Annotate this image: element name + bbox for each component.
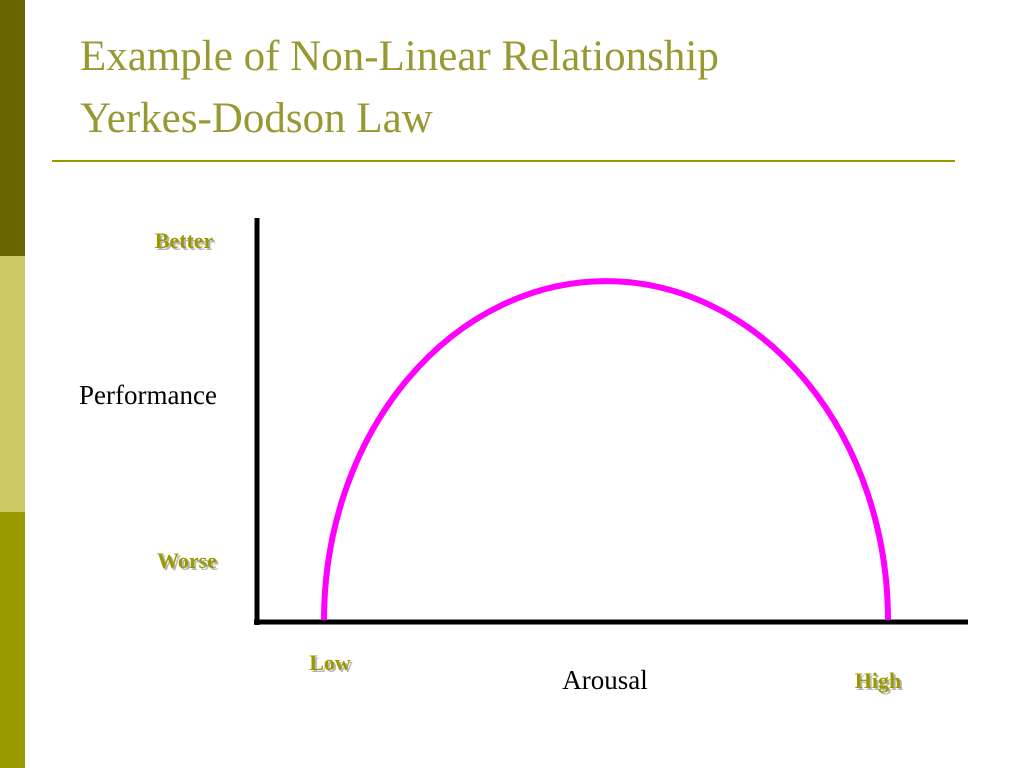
curve <box>321 278 891 621</box>
side-band <box>0 512 25 768</box>
side-band <box>0 0 25 256</box>
x-axis-label: Arousal <box>562 665 647 695</box>
title-line: Yerkes-Dodson Law <box>80 95 433 142</box>
y-axis-label: Performance <box>79 380 217 410</box>
x-left-label: Low <box>309 650 351 675</box>
label-shadow: Worse <box>159 550 219 575</box>
y-top-label: Better <box>155 228 214 253</box>
label-shadow: Low <box>311 652 353 677</box>
label-group: Better Better Worse Worse Low Low High H… <box>155 228 904 695</box>
title-line: Example of Non-Linear Relationship <box>80 33 719 80</box>
label-shadow: Better <box>157 230 216 255</box>
y-bottom-label: Worse <box>157 548 217 573</box>
side-band <box>0 256 25 512</box>
x-right-label: High <box>855 668 901 693</box>
label-shadow: High <box>857 670 903 695</box>
